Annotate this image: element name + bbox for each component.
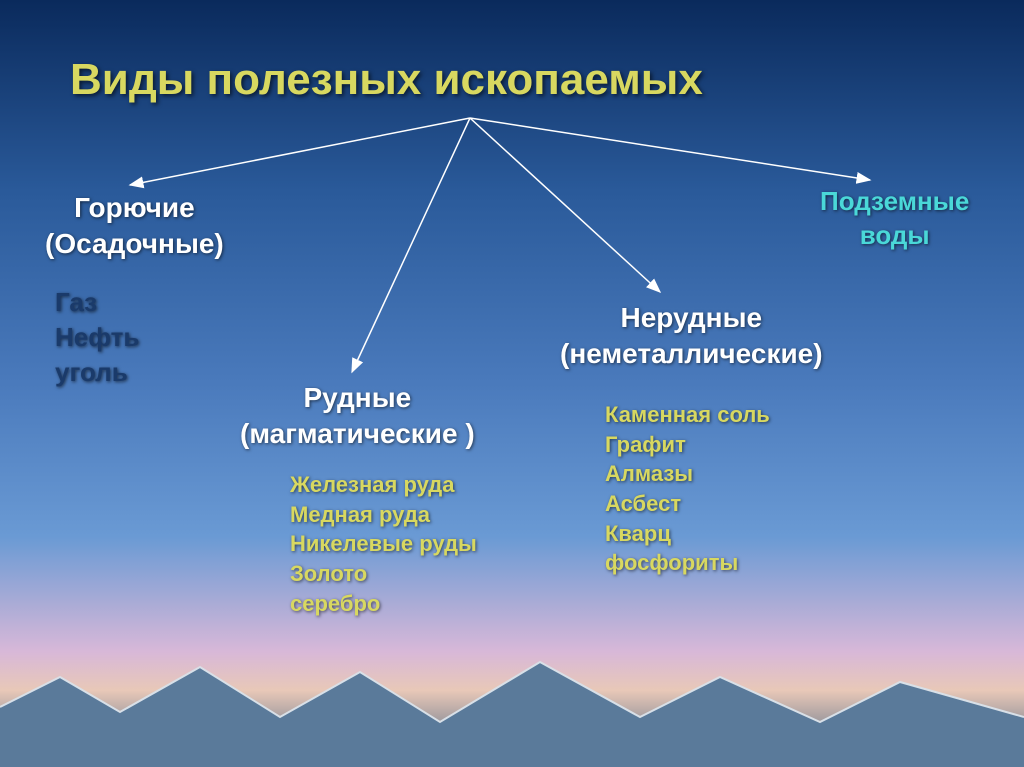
- category-groundwater: Подземныеводы: [820, 185, 969, 253]
- arrow-line: [352, 118, 470, 372]
- category-title-line1: Горючие: [45, 190, 224, 226]
- list-item: Алмазы: [605, 459, 770, 489]
- list-item: Каменная соль: [605, 400, 770, 430]
- arrow-line: [470, 118, 660, 292]
- list-item: Кварц: [605, 519, 770, 549]
- list-item: Медная руда: [290, 500, 477, 530]
- list-item: Никелевые руды: [290, 529, 477, 559]
- list-item: серебро: [290, 589, 477, 619]
- slide-title: Виды полезных ископаемых: [70, 55, 703, 105]
- list-item: Газ: [55, 285, 139, 320]
- category-title-line1: Подземные: [820, 185, 969, 219]
- category-nonore: Нерудные(неметаллические): [560, 300, 823, 373]
- list-item: Золото: [290, 559, 477, 589]
- category-items-ore: Железная рудаМедная рудаНикелевые рудыЗо…: [290, 470, 477, 618]
- category-title-line2: (неметаллические): [560, 336, 823, 372]
- category-combustible: Горючие(Осадочные): [45, 190, 224, 263]
- list-item: Графит: [605, 430, 770, 460]
- category-title-line2: воды: [820, 219, 969, 253]
- category-ore: Рудные(магматические ): [240, 380, 475, 453]
- list-item: Нефть: [55, 320, 139, 355]
- slide: Виды полезных ископаемых Горючие(Осадочн…: [0, 0, 1024, 767]
- arrow-line: [130, 118, 470, 185]
- category-title-line2: (магматические ): [240, 416, 475, 452]
- category-items-nonore: Каменная сольГрафитАлмазыАсбестКварцфосф…: [605, 400, 770, 578]
- arrow-line: [470, 118, 870, 180]
- list-item: уголь: [55, 355, 139, 390]
- mountains-bg: [0, 627, 1024, 767]
- category-title-line1: Рудные: [240, 380, 475, 416]
- category-title-line2: (Осадочные): [45, 226, 224, 262]
- list-item: фосфориты: [605, 548, 770, 578]
- category-title-line1: Нерудные: [560, 300, 823, 336]
- list-item: Асбест: [605, 489, 770, 519]
- category-items-combustible: ГазНефтьуголь: [55, 285, 139, 390]
- list-item: Железная руда: [290, 470, 477, 500]
